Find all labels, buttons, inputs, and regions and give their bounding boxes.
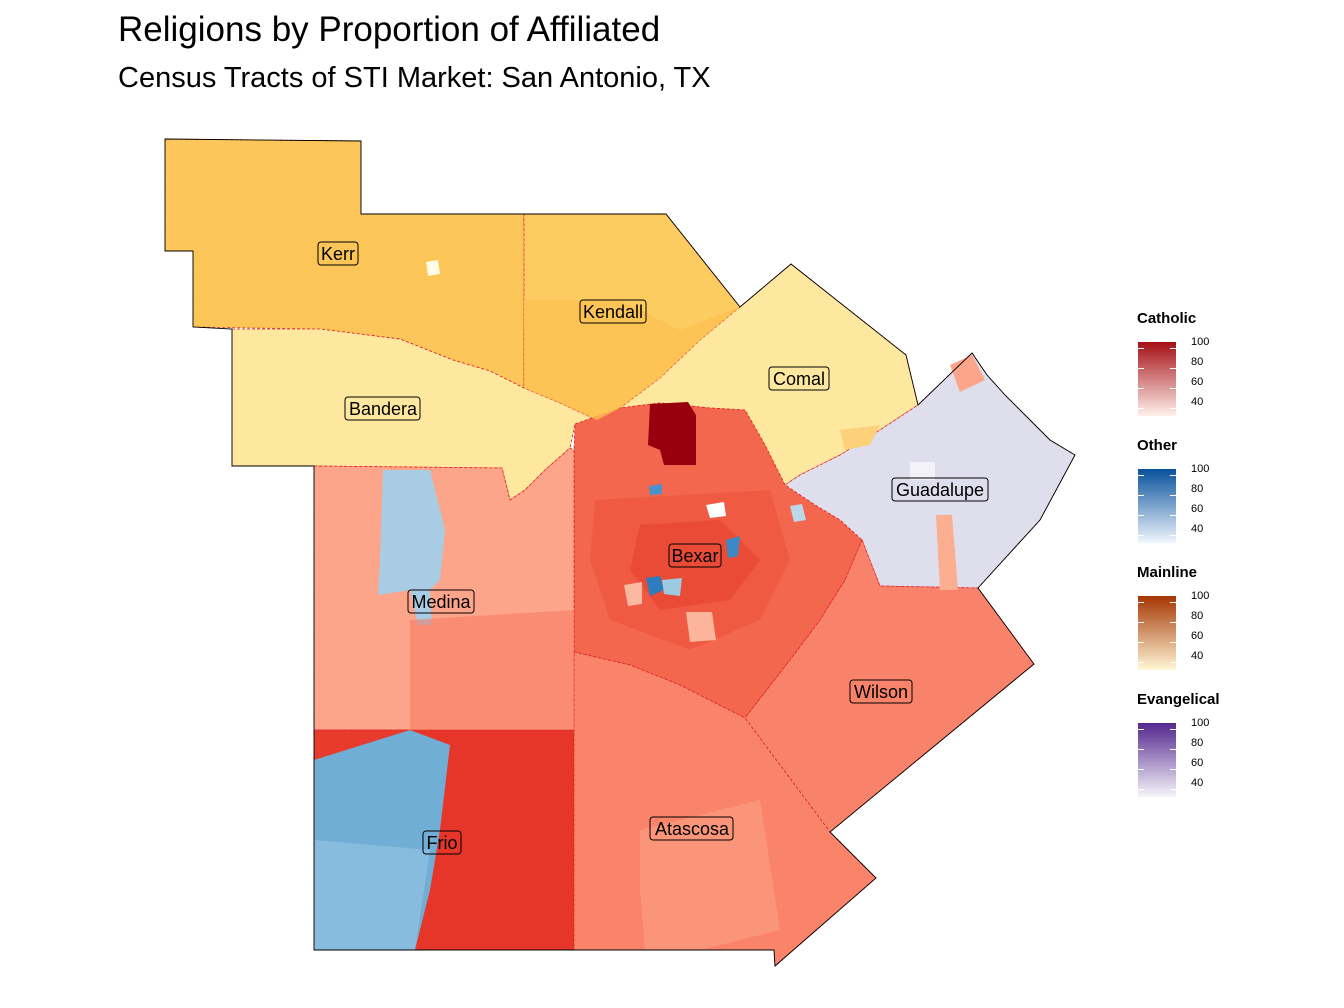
legend-tick-mark [1138, 368, 1144, 369]
legend-tick-mark [1170, 642, 1176, 643]
county-map: Kerr Kendall Bandera Comal Guadalupe Bex… [164, 138, 1076, 967]
county-labels: Kerr Kendall Bandera Comal Guadalupe Bex… [317, 241, 989, 855]
legend-tick-mainline-80: 80 [1191, 610, 1204, 622]
legend-tick-mark [1170, 408, 1176, 409]
label-guadalupe-text: Guadalupe [896, 480, 984, 500]
label-kerr: Kerr [317, 241, 359, 266]
legend-tick-mark [1170, 662, 1176, 663]
legend-title-other: Other [1137, 437, 1178, 454]
legend-title-mainline: Mainline [1137, 564, 1198, 581]
label-bexar-text: Bexar [671, 546, 718, 566]
legend-tick-other-80: 80 [1191, 483, 1204, 495]
label-atascosa: Atascosa [649, 816, 734, 841]
legend-tick-other-40: 40 [1191, 523, 1204, 535]
legend-tick-other-60: 60 [1191, 503, 1204, 515]
legend-tick-mark [1138, 642, 1144, 643]
legend-tick-mark [1170, 388, 1176, 389]
label-medina: Medina [407, 589, 475, 614]
legend-tick-mark [1170, 515, 1176, 516]
map-title: Religions by Proportion of Affiliated [118, 10, 661, 49]
legend-colorbar-catholic [1138, 342, 1176, 416]
tract-shading [193, 230, 985, 950]
legend-tick-other-100: 100 [1191, 463, 1210, 475]
legend-tick-mark [1138, 475, 1144, 476]
legend-tick-mark [1170, 602, 1176, 603]
label-wilson-text: Wilson [854, 682, 908, 702]
label-kendall-text: Kendall [583, 302, 643, 322]
legend-tick-mark [1170, 348, 1176, 349]
legend-tick-mark [1138, 789, 1144, 790]
legend-tick-mark [1170, 368, 1176, 369]
legend-tick-mark [1138, 622, 1144, 623]
legend-tick-mark [1170, 729, 1176, 730]
legend-tick-mark [1138, 602, 1144, 603]
legend-colorbar-other [1138, 469, 1176, 543]
label-kendall: Kendall [579, 299, 647, 324]
legend-tick-mark [1138, 662, 1144, 663]
legend-tick-mark [1170, 789, 1176, 790]
legend-tick-evangelical-60: 60 [1191, 757, 1204, 769]
legend-tick-catholic-100: 100 [1191, 336, 1210, 348]
label-comal-text: Comal [773, 369, 825, 389]
market-boundary [164, 138, 1076, 967]
legend-mainline: Mainline 100 80 60 40 [1137, 562, 1337, 689]
legend-evangelical: Evangelical 100 80 60 40 [1137, 689, 1337, 816]
legend-tick-mainline-100: 100 [1191, 590, 1210, 602]
label-kerr-text: Kerr [321, 244, 355, 264]
label-bandera-text: Bandera [349, 399, 418, 419]
label-frio-text: Frio [427, 833, 458, 853]
legend-colorbar-evangelical [1138, 723, 1176, 797]
legend-catholic: Catholic 100 80 60 40 [1137, 308, 1337, 435]
legend-tick-mark [1170, 622, 1176, 623]
legend-colorbar-mainline [1138, 596, 1176, 670]
legend-tick-mark [1170, 535, 1176, 536]
legend-tick-catholic-80: 80 [1191, 356, 1204, 368]
legend-tick-mark [1138, 729, 1144, 730]
legend-tick-evangelical-40: 40 [1191, 777, 1204, 789]
legend-tick-evangelical-80: 80 [1191, 737, 1204, 749]
legend-tick-mark [1138, 769, 1144, 770]
label-comal: Comal [768, 366, 830, 391]
label-bandera: Bandera [344, 396, 421, 421]
legend-tick-mark [1138, 388, 1144, 389]
legend-tick-mainline-40: 40 [1191, 650, 1204, 662]
legend-tick-mark [1170, 475, 1176, 476]
legend-title-catholic: Catholic [1137, 310, 1197, 327]
legend-tick-catholic-60: 60 [1191, 376, 1204, 388]
legend-tick-evangelical-100: 100 [1191, 717, 1210, 729]
legend-tick-mark [1138, 495, 1144, 496]
legend: Catholic 100 80 60 40 Other 100 80 60 40… [1137, 308, 1337, 816]
legend-tick-mark [1170, 495, 1176, 496]
label-medina-text: Medina [411, 592, 471, 612]
legend-tick-mark [1138, 749, 1144, 750]
legend-tick-mark [1138, 515, 1144, 516]
label-atascosa-text: Atascosa [655, 819, 730, 839]
label-guadalupe: Guadalupe [891, 477, 989, 502]
label-bexar: Bexar [668, 543, 722, 568]
legend-tick-catholic-40: 40 [1191, 396, 1204, 408]
legend-title-evangelical: Evangelical [1137, 691, 1220, 708]
legend-tick-mark [1138, 535, 1144, 536]
map-subtitle: Census Tracts of STI Market: San Antonio… [118, 62, 711, 94]
legend-tick-mark [1170, 749, 1176, 750]
legend-tick-mark [1138, 348, 1144, 349]
county-bandera [231, 328, 599, 501]
label-wilson: Wilson [849, 679, 913, 704]
legend-tick-mark [1170, 769, 1176, 770]
legend-other: Other 100 80 60 40 [1137, 435, 1337, 562]
label-frio: Frio [422, 830, 462, 855]
legend-tick-mainline-60: 60 [1191, 630, 1204, 642]
legend-tick-mark [1138, 408, 1144, 409]
